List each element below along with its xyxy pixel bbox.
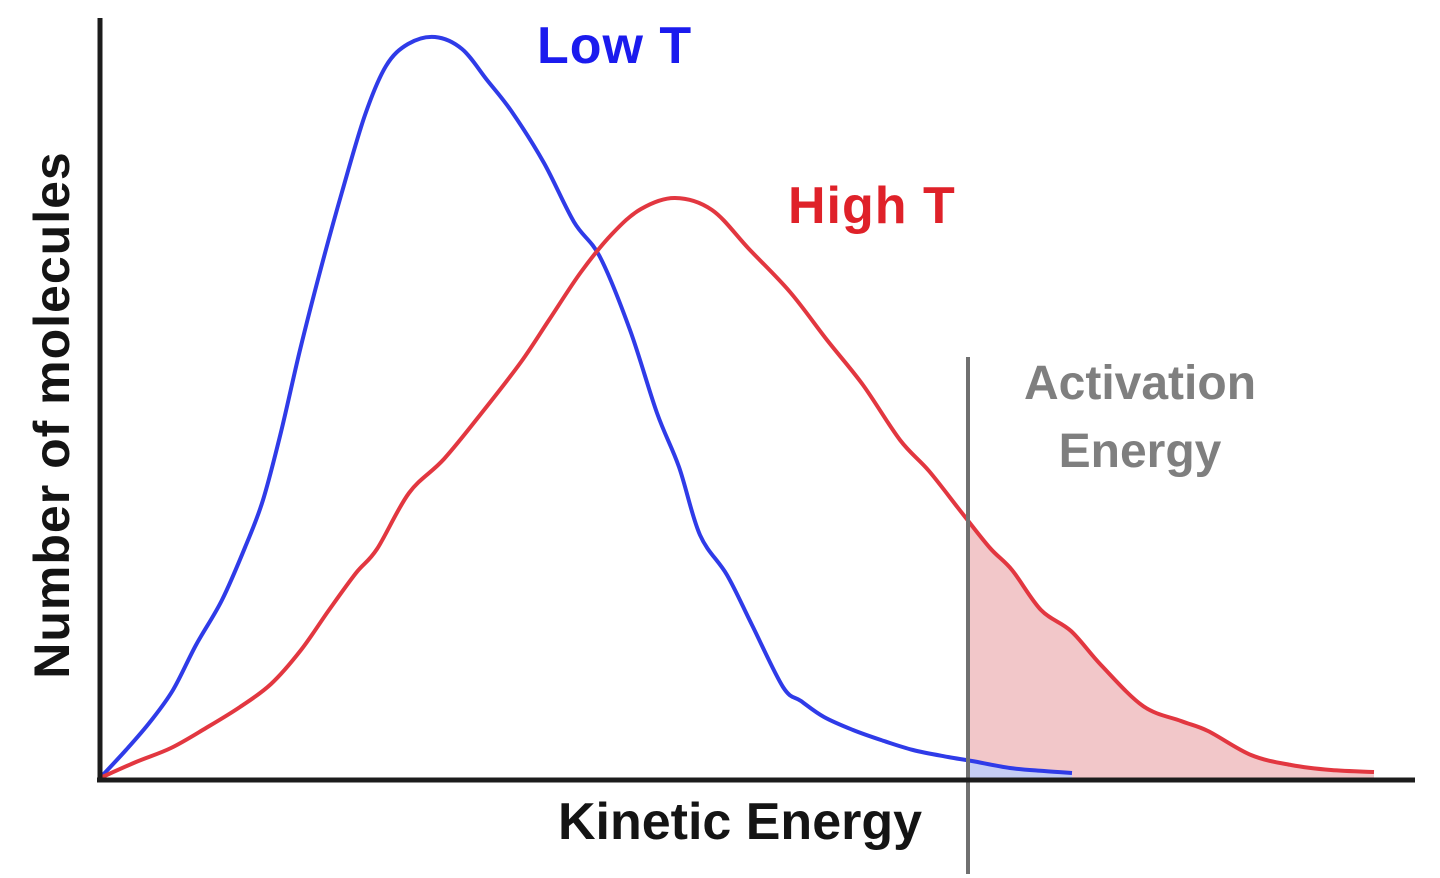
high-t-shaded-area: [968, 520, 1374, 780]
activation-energy-label-line1: Activation: [1023, 357, 1257, 410]
x-axis-label: Kinetic Energy: [557, 793, 923, 851]
series-label-high-t: High T: [788, 177, 956, 235]
y-axis-label: Number of molecules: [24, 151, 80, 679]
activation-energy-label-line2: Energy: [1058, 425, 1222, 478]
series-label-low-t: Low T: [537, 17, 693, 75]
high-t-curve: [99, 195, 1375, 780]
low-t-curve: [98, 34, 1073, 780]
activation-energy-label: Activation Energy: [995, 350, 1285, 486]
